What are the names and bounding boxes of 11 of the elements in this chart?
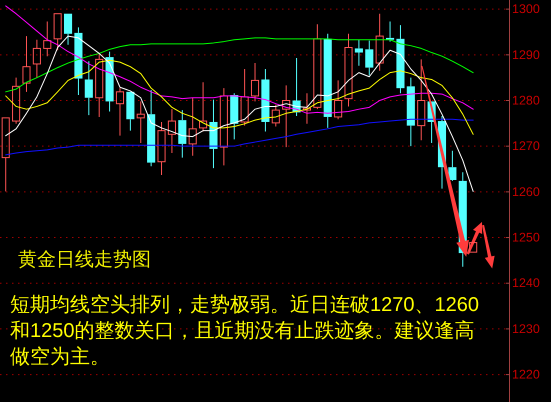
y-tick-label: 1260 (512, 184, 540, 199)
y-tick-label: 1220 (512, 368, 540, 382)
y-tick-label: 1240 (512, 276, 540, 290)
y-tick-label: 1290 (512, 48, 540, 62)
y-tick-label: 1230 (512, 322, 540, 336)
y-tick-label: 1300 (512, 2, 540, 16)
text: 黄金日线走势图 (18, 250, 151, 270)
y-tick-label: 1250 (512, 230, 540, 245)
annotation: 短期均线空头排列，走势极弱。近日连破1270、1260和1250的整数关口，且近期没有止跌迹象。建议逢高做空为主。 (10, 293, 480, 370)
y-tick-label: 1270 (512, 139, 540, 154)
y-tick-label: 1280 (512, 94, 540, 108)
